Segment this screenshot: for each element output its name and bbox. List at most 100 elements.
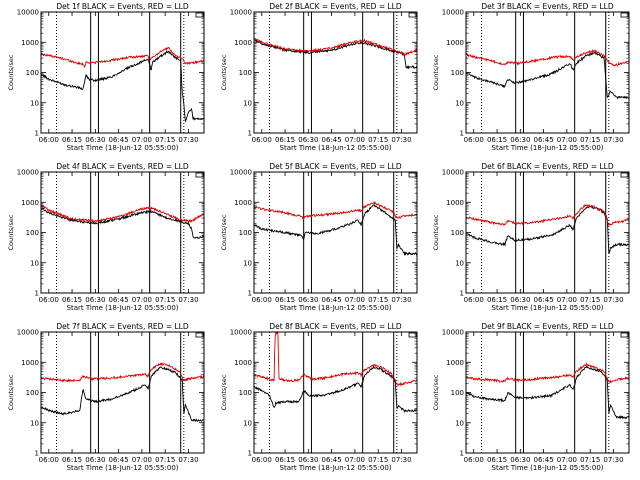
panel-7-series-lld [41, 361, 204, 383]
panel-1-xtick-label-7: 07:30 [178, 136, 198, 144]
panel-5-title: Det 5f BLACK = Events, RED = LLD [269, 162, 402, 171]
panel-3-xtick-label-3: 06:30 [510, 136, 530, 144]
panel-3-ytick-label-1: 1 [460, 130, 464, 138]
panel-1-ytick-label-3: 100 [26, 69, 39, 77]
panel-6-ytick-label-1: 1 [460, 290, 464, 298]
panel-5-xlabel: Start Time (18-Jun-12 05:55:00) [280, 304, 392, 312]
panel-3-series-lld [466, 49, 629, 67]
panel-8-ytick-label-5: 10000 [230, 329, 252, 337]
panel-7-ytick-label-4: 1000 [21, 359, 39, 367]
panel-8-ytick-label-4: 1000 [234, 359, 252, 367]
panel-8-xtick-label-6: 07:15 [368, 456, 388, 464]
panel-2-xtick-label-7: 07:30 [391, 136, 411, 144]
panel-2-ytick-label-5: 10000 [230, 9, 252, 17]
panel-9-xtick-label-5: 07:00 [557, 456, 577, 464]
panel-2-frame [253, 11, 418, 134]
panel-9-title: Det 9f BLACK = Events, RED = LLD [481, 322, 614, 331]
panel-8-xtick-label-3: 06:30 [298, 456, 318, 464]
panel-6-xtick-label-7: 07:30 [603, 296, 623, 304]
panel-6-ytick-label-5: 10000 [442, 169, 464, 177]
panel-3-series-events [466, 51, 629, 100]
panel-3-ytick-label-3: 100 [451, 69, 464, 77]
panel-8-xlabel: Start Time (18-Jun-12 05:55:00) [280, 464, 392, 472]
panel-7-ytick-label-5: 10000 [17, 329, 39, 337]
panel-2-xtick-label-1: 06:00 [252, 136, 272, 144]
panel-3-xtick-label-6: 07:15 [580, 136, 600, 144]
panel-7-xtick-label-4: 06:45 [109, 456, 129, 464]
panel-2-ytick-label-2: 10 [243, 99, 252, 107]
panel-5-ytick-label-4: 1000 [234, 199, 252, 207]
panel-1-frame [40, 11, 205, 134]
panel-4-frame [40, 171, 205, 294]
panel-4-xtick-label-5: 07:00 [132, 296, 152, 304]
panel-2-xtick-label-6: 07:15 [368, 136, 388, 144]
panel-7-xtick-label-1: 06:00 [39, 456, 59, 464]
panel-4-ytick-label-1: 1 [35, 290, 39, 298]
panel-8-xtick-label-2: 06:15 [275, 456, 295, 464]
panel-5-xtick-label-6: 07:15 [368, 296, 388, 304]
panel-2-ytick-label-4: 1000 [234, 39, 252, 47]
panel-7-frame [40, 331, 205, 454]
panel-5-xtick-label-4: 06:45 [322, 296, 342, 304]
panel-2-xtick-label-3: 06:30 [298, 136, 318, 144]
panel-7-ytick-label-1: 1 [35, 450, 39, 458]
panel-3-xtick-label-2: 06:15 [487, 136, 507, 144]
panel-1-xtick-label-5: 07:00 [132, 136, 152, 144]
panel-2-series-events [254, 39, 417, 70]
panel-5-xtick-label-5: 07:00 [345, 296, 365, 304]
panel-6-title: Det 6f BLACK = Events, RED = LLD [481, 162, 614, 171]
panel-9-xtick-label-6: 07:15 [580, 456, 600, 464]
panel-5-series-events [254, 204, 417, 257]
panel-7-xtick-label-5: 07:00 [132, 456, 152, 464]
panel-9-ytick-label-1: 1 [460, 450, 464, 458]
panel-3-ytick-label-4: 1000 [446, 39, 464, 47]
panel-8-xtick-label-7: 07:30 [391, 456, 411, 464]
panel-1-xtick-label-2: 06:15 [62, 136, 82, 144]
panel-2-xtick-label-4: 06:45 [322, 136, 342, 144]
panel-4-xtick-label-7: 07:30 [178, 296, 198, 304]
panel-9-series-lld [466, 362, 629, 384]
panel-6-xtick-label-4: 06:45 [534, 296, 554, 304]
panel-3-xlabel: Start Time (18-Jun-12 05:55:00) [492, 144, 604, 152]
panel-8-ytick-label-3: 100 [239, 389, 252, 397]
panel-9-xlabel: Start Time (18-Jun-12 05:55:00) [492, 464, 604, 472]
panel-6-xlabel: Start Time (18-Jun-12 05:55:00) [492, 304, 604, 312]
panel-1-ytick-label-4: 1000 [21, 39, 39, 47]
panel-6-series-events [466, 205, 629, 254]
panel-9-series-events [466, 365, 629, 420]
panel-6-xtick-label-6: 07:15 [580, 296, 600, 304]
panel-8-series-events [254, 364, 417, 413]
panel-6-ytick-label-3: 100 [451, 229, 464, 237]
panel-8-series-lld [254, 332, 417, 386]
panel-2-ytick-label-1: 1 [248, 130, 252, 138]
panel-2-xtick-label-5: 07:00 [345, 136, 365, 144]
panel-4-ytick-label-2: 10 [30, 259, 39, 267]
panel-8-xtick-label-4: 06:45 [322, 456, 342, 464]
panel-4-ylabel: Counts/sec [7, 214, 15, 250]
panel-5-ytick-label-3: 100 [239, 229, 252, 237]
panel-1-ylabel: Counts/sec [7, 54, 15, 90]
panel-1-ytick-label-1: 1 [35, 130, 39, 138]
panel-8-ytick-label-2: 10 [243, 419, 252, 427]
panel-4-xtick-label-2: 06:15 [62, 296, 82, 304]
panel-3-title: Det 3f BLACK = Events, RED = LLD [481, 2, 614, 11]
panel-9-xtick-label-2: 06:15 [487, 456, 507, 464]
panel-4-title: Det 4f BLACK = Events, RED = LLD [56, 162, 189, 171]
panel-3-ylabel: Counts/sec [432, 54, 440, 90]
panel-3-xtick-label-4: 06:45 [534, 136, 554, 144]
panel-4-xtick-label-6: 07:15 [155, 296, 175, 304]
panel-4-ytick-label-5: 10000 [17, 169, 39, 177]
panel-5-series-lld [254, 200, 417, 220]
panel-6-xtick-label-5: 07:00 [557, 296, 577, 304]
panel-5-xtick-label-3: 06:30 [298, 296, 318, 304]
panel-1-title: Det 1f BLACK = Events, RED = LLD [56, 2, 189, 11]
panel-2-ylabel: Counts/sec [220, 54, 228, 90]
panel-7-xlabel: Start Time (18-Jun-12 05:55:00) [67, 464, 179, 472]
